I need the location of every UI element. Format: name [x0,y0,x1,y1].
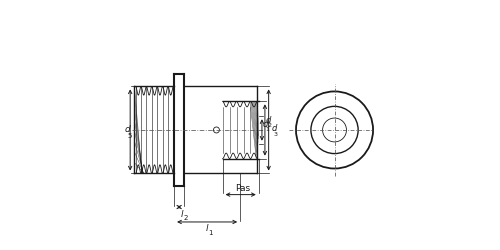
Text: l: l [180,210,183,218]
Circle shape [214,127,220,133]
Text: d: d [271,124,276,133]
Text: d: d [124,126,130,134]
Text: 5: 5 [127,133,132,139]
Text: Pas: Pas [236,184,250,193]
Text: 2: 2 [183,215,188,221]
Text: 2: 2 [268,123,272,128]
Text: 1: 1 [265,128,269,132]
Text: 1: 1 [208,230,213,236]
Text: d: d [266,116,272,124]
Text: l: l [206,224,208,234]
Text: d: d [263,120,268,130]
Text: 3: 3 [273,132,277,138]
